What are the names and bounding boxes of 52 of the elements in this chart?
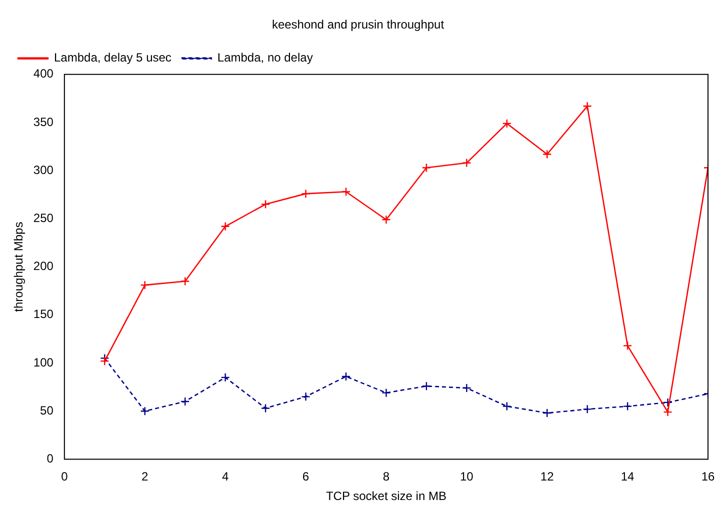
legend-label: Lambda, no delay (217, 50, 313, 65)
point (260, 404, 270, 413)
point (462, 158, 472, 168)
y-tick-label: 50 (40, 403, 54, 418)
x-tick-label: 12 (540, 470, 554, 484)
x-tick-label: 10 (460, 470, 474, 484)
point (382, 388, 391, 398)
point (382, 215, 391, 224)
point (180, 396, 190, 406)
point (582, 404, 592, 414)
point (663, 407, 672, 417)
point (622, 402, 632, 411)
point (140, 280, 150, 290)
point (462, 383, 472, 393)
point (502, 118, 512, 128)
point (100, 356, 110, 366)
x-tick-label: 8 (382, 470, 390, 484)
point (422, 381, 432, 391)
x-tick-label: 6 (302, 470, 310, 484)
point (622, 341, 632, 350)
point (542, 408, 552, 418)
y-tick-label: 250 (33, 211, 54, 226)
point (180, 276, 190, 286)
point (663, 398, 672, 408)
legend-label: Lambda, delay 5 usec (54, 50, 172, 65)
y-tick-label: 300 (33, 162, 54, 177)
y-tick-label: 100 (33, 355, 54, 370)
x-tick-label: 2 (142, 470, 149, 484)
point (220, 222, 230, 231)
point (220, 372, 230, 382)
point (260, 200, 270, 209)
point (140, 406, 150, 416)
y-axis-title: throughput Mbps (12, 222, 26, 312)
point (502, 402, 512, 411)
chart-title: keeshond and prusin throughput (272, 18, 445, 32)
point (582, 102, 592, 111)
point (542, 150, 552, 159)
y-tick-label: 150 (33, 307, 54, 322)
y-tick-label: 200 (33, 259, 54, 274)
y-tick-label: 350 (33, 114, 54, 129)
x-tick-label: 4 (222, 470, 229, 484)
point (301, 189, 310, 198)
point (422, 163, 432, 172)
point (341, 372, 351, 382)
x-tick-label: 16 (701, 470, 715, 484)
y-tick-label: 0 (46, 452, 54, 466)
x-tick-label: 0 (61, 470, 68, 484)
y-tick-label: 400 (33, 66, 54, 81)
point (341, 187, 351, 196)
x-axis-title: TCP socket size in MB (326, 489, 446, 504)
point (301, 392, 310, 402)
x-tick-label: 14 (620, 470, 635, 484)
